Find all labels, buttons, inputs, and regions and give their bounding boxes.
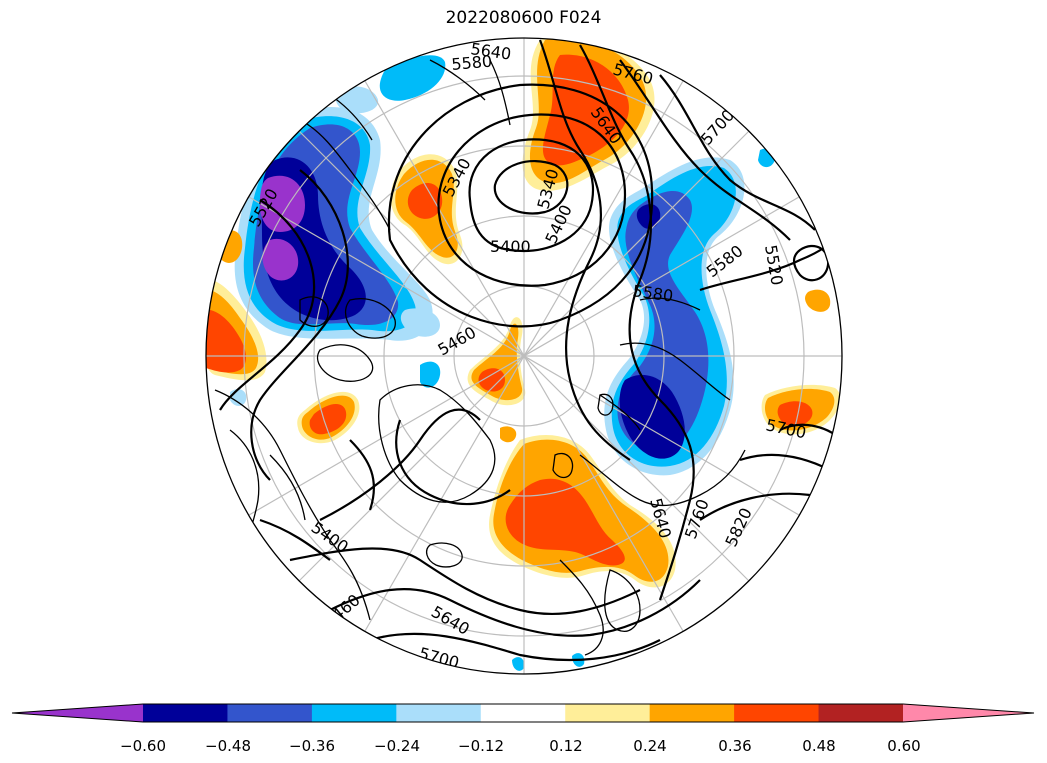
- contour-label: 5400: [490, 237, 531, 256]
- colorbar-segment: [227, 704, 313, 722]
- colorbar-tick-label: 0.48: [802, 737, 835, 755]
- pos-anomaly-center-a: [478, 368, 505, 392]
- pos-anomaly-center-small: [500, 426, 517, 443]
- neg-anomaly-north: [379, 55, 446, 101]
- neg-anomaly-center-small: [420, 361, 441, 388]
- colorbar-segment: [649, 704, 735, 722]
- pos-anomaly-east-a: [777, 401, 813, 427]
- colorbar-segment: [565, 704, 651, 722]
- colorbar-segment: [311, 704, 397, 722]
- pos-anomaly-west-a: [206, 309, 246, 373]
- colorbar-outline: [11, 703, 1035, 723]
- colorbar-segment: [734, 704, 820, 722]
- colorbar-tick-label: −0.48: [205, 737, 251, 755]
- colorbar-segment: [480, 704, 566, 722]
- neg-anomaly-east-a: [619, 374, 685, 459]
- colorbar-tick-label: 0.36: [718, 737, 751, 755]
- map-boundary: [205, 37, 843, 675]
- pos-anomaly-north-a: [542, 54, 629, 166]
- map-disk: 5640 5580 5760 5640 5700 5340 5340 5400 …: [206, 38, 842, 674]
- height-contours: [219, 39, 842, 662]
- map-title: 2022080600 F024: [445, 8, 602, 28]
- neg-anomaly-north2: [335, 86, 379, 114]
- colorbar: −0.60 −0.48 −0.36 −0.24 −0.12 0.12 0.24 …: [11, 703, 1035, 755]
- colorbar-segments: [11, 703, 1035, 723]
- graticule: [206, 38, 842, 674]
- neg-anomaly-bottom-small: [512, 657, 525, 671]
- pos-anomaly-east-small: [805, 289, 831, 312]
- coastlines: [214, 59, 746, 656]
- shading-layer: [206, 38, 841, 671]
- colorbar-segment: [396, 704, 482, 722]
- colorbar-tick-label: −0.12: [458, 737, 504, 755]
- colorbar-tick-label: 0.12: [549, 737, 582, 755]
- pos-anomaly-sw-a: [309, 403, 347, 435]
- colorbar-tick-label: −0.24: [374, 737, 420, 755]
- colorbar-extend-low: [12, 704, 143, 722]
- contour-label: 5580: [451, 52, 493, 74]
- neg-anomaly-east-a2: [636, 204, 661, 229]
- pos-anomaly-south-a: [505, 478, 625, 566]
- neg-anomaly-west-core: [259, 175, 305, 232]
- neg-anomaly-west-core2: [262, 238, 299, 281]
- colorbar-tick-label: −0.60: [120, 737, 166, 755]
- colorbar-tick-label: 0.60: [887, 737, 920, 755]
- neg-anomaly-center2: [400, 308, 440, 337]
- colorbar-segment: [143, 704, 228, 722]
- colorbar-extend-high: [903, 704, 1034, 722]
- colorbar-tick-label: 0.24: [633, 737, 666, 755]
- pos-anomaly-nc-a: [407, 183, 443, 219]
- colorbar-segment: [818, 704, 904, 722]
- colorbar-tick-label: −0.36: [289, 737, 335, 755]
- colorbar-ticks: −0.60 −0.48 −0.36 −0.24 −0.12 0.12 0.24 …: [120, 737, 921, 755]
